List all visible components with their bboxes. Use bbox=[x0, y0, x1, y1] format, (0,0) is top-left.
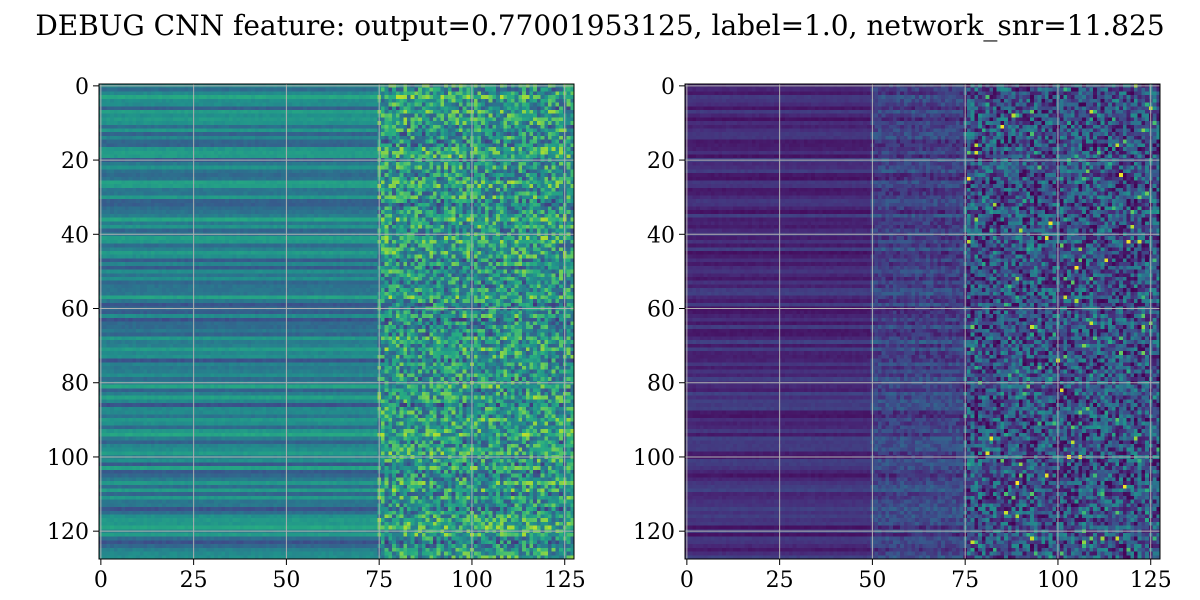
axes-frame bbox=[98, 83, 575, 560]
y-tick-label: 40 bbox=[61, 223, 89, 248]
y-tick-label: 20 bbox=[61, 149, 89, 174]
y-tick-label: 40 bbox=[647, 223, 675, 248]
y-tick-label: 0 bbox=[661, 75, 675, 100]
x-tick-label: 75 bbox=[951, 568, 979, 593]
x-tick-label: 50 bbox=[858, 568, 886, 593]
y-tick-label: 100 bbox=[633, 446, 675, 471]
x-tick-label: 100 bbox=[451, 568, 493, 593]
heatmap-image bbox=[99, 84, 574, 559]
heatmap-panel-right: 0 25 50 75 100 125 0 20 40 60 80 100 120 bbox=[633, 75, 1172, 593]
y-tick-label: 120 bbox=[47, 520, 89, 545]
heatmap-panel-left: 0 25 50 75 100 125 0 20 40 60 80 100 120 bbox=[47, 75, 586, 593]
x-tick-label: 25 bbox=[766, 568, 794, 593]
x-tick-label: 50 bbox=[272, 568, 300, 593]
x-tick-label: 0 bbox=[680, 568, 694, 593]
x-tick-label: 25 bbox=[180, 568, 208, 593]
figure-title: DEBUG CNN feature: output=0.77001953125,… bbox=[35, 9, 1164, 42]
x-tick-label: 100 bbox=[1037, 568, 1079, 593]
x-tick-label: 75 bbox=[365, 568, 393, 593]
x-tick-label: 0 bbox=[94, 568, 108, 593]
y-tick-label: 60 bbox=[647, 298, 675, 323]
axes-frame bbox=[684, 83, 1161, 560]
y-tick-label: 20 bbox=[647, 149, 675, 174]
y-tick-label: 100 bbox=[47, 446, 89, 471]
y-tick-label: 0 bbox=[75, 75, 89, 100]
y-tick-label: 120 bbox=[633, 520, 675, 545]
y-tick-label: 80 bbox=[647, 372, 675, 397]
x-tick-label: 125 bbox=[544, 568, 586, 593]
y-tick-label: 60 bbox=[61, 298, 89, 323]
x-tick-label: 125 bbox=[1130, 568, 1172, 593]
y-tick-label: 80 bbox=[61, 372, 89, 397]
heatmap-image bbox=[685, 84, 1160, 559]
